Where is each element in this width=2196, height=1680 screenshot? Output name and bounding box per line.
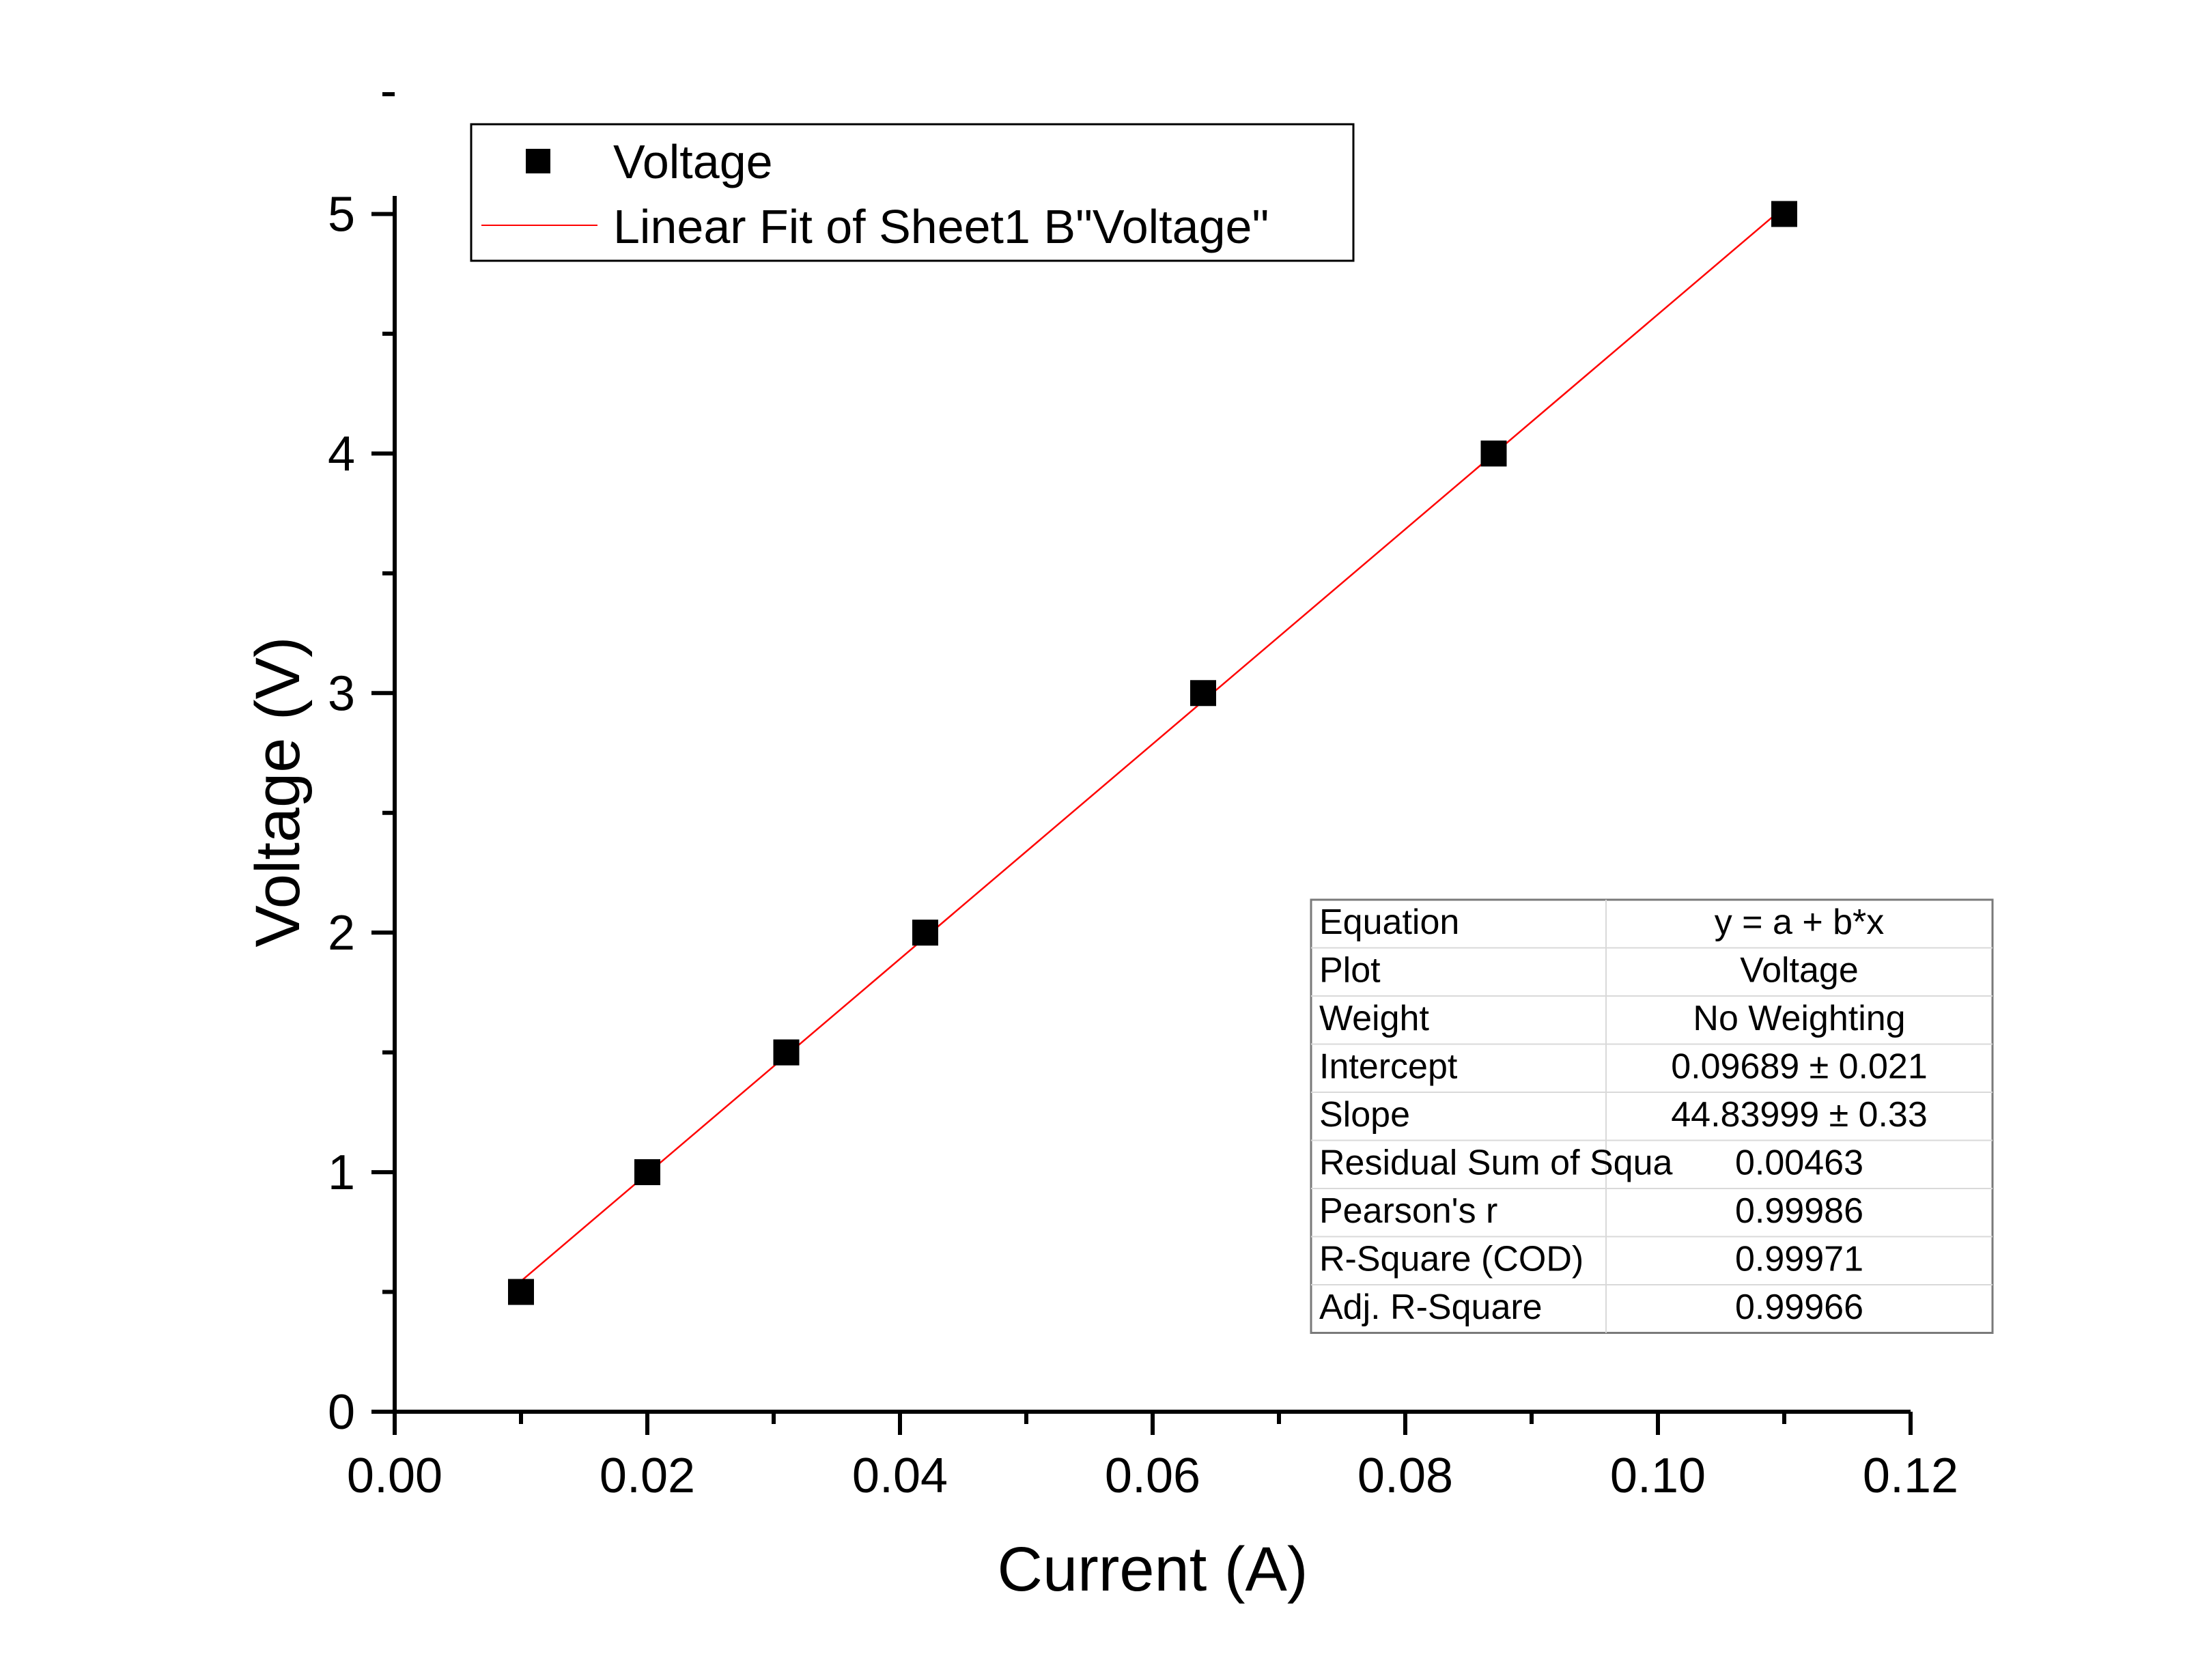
x-tick-label: 0.00 xyxy=(347,1449,442,1503)
x-tick-label: 0.08 xyxy=(1357,1449,1453,1503)
table-row-label: Intercept xyxy=(1319,1047,1458,1087)
data-point xyxy=(634,1159,660,1186)
y-tick-label: 3 xyxy=(328,666,355,721)
table-row-value: No Weighting xyxy=(1693,999,1905,1038)
x-tick-label: 0.06 xyxy=(1105,1449,1200,1503)
table-row-label: Equation xyxy=(1319,902,1459,942)
table-row-label: Slope xyxy=(1319,1095,1410,1135)
legend-label-voltage: Voltage xyxy=(613,135,773,188)
y-axis-title: Voltage (V) xyxy=(243,636,313,947)
fit-results-table: Equation y = a + b*x Plot Voltage Weight No W… xyxy=(1310,898,1994,1334)
table-row-label: R-Square (COD) xyxy=(1319,1240,1583,1279)
x-tick-label: 0.04 xyxy=(852,1449,948,1503)
legend-marker-voltage xyxy=(526,149,550,173)
table-row-value: 0.99971 xyxy=(1735,1240,1863,1279)
table-row-value: Voltage xyxy=(1740,951,1859,991)
axes: 0.00 0.02 0.04 0.06 0.08 0.10 0.12 0 1 2 3 4 5 xyxy=(328,92,1958,1503)
table-row-value: 0.99986 xyxy=(1735,1191,1863,1231)
data-point xyxy=(1190,680,1216,707)
table-row-value: 0.00463 xyxy=(1735,1143,1863,1183)
table-row-value: 44.83999 ± 0.33 xyxy=(1671,1095,1928,1135)
table-frame xyxy=(1310,898,1994,1334)
table-row-value: 0.09689 ± 0.021 xyxy=(1671,1047,1928,1087)
table-row-label: Pearson's r xyxy=(1319,1191,1497,1231)
legend-label-linear-fit: Linear Fit of Sheet1 B"Voltage" xyxy=(613,200,1269,253)
table-row-value: 0.99966 xyxy=(1735,1287,1863,1327)
data-point xyxy=(912,920,938,946)
legend-box xyxy=(470,123,1355,262)
data-point xyxy=(1771,201,1797,227)
plot-area xyxy=(508,201,1797,1305)
x-tick-label: 0.02 xyxy=(600,1449,695,1503)
data-point xyxy=(508,1279,534,1305)
table-row-label: Residual Sum of Squa xyxy=(1319,1143,1672,1183)
table-row-label: Adj. R-Square xyxy=(1319,1287,1543,1327)
data-point xyxy=(773,1039,800,1066)
x-axis-title: Current (A) xyxy=(998,1535,1308,1604)
legend: Voltage Linear Fit of Sheet1 B"Voltage" xyxy=(470,123,1355,262)
x-ticks: 0.00 0.02 0.04 0.06 0.08 0.10 0.12 xyxy=(347,1412,1958,1503)
x-tick-label: 0.10 xyxy=(1610,1449,1706,1503)
table-row-value: y = a + b*x xyxy=(1715,902,1885,942)
y-tick-label: 0 xyxy=(328,1385,355,1440)
y-ticks: 0 1 2 3 4 5 xyxy=(328,92,395,1440)
data-point xyxy=(1480,440,1507,467)
table-row-label: Weight xyxy=(1319,999,1429,1038)
linear-fit-line xyxy=(520,206,1785,1282)
y-tick-label: 2 xyxy=(328,906,355,960)
x-tick-label: 0.12 xyxy=(1863,1449,1958,1503)
y-tick-label: 4 xyxy=(328,427,355,481)
table-row-label: Plot xyxy=(1319,951,1381,991)
y-tick-label: 1 xyxy=(328,1145,355,1200)
y-tick-label: 5 xyxy=(328,187,355,242)
